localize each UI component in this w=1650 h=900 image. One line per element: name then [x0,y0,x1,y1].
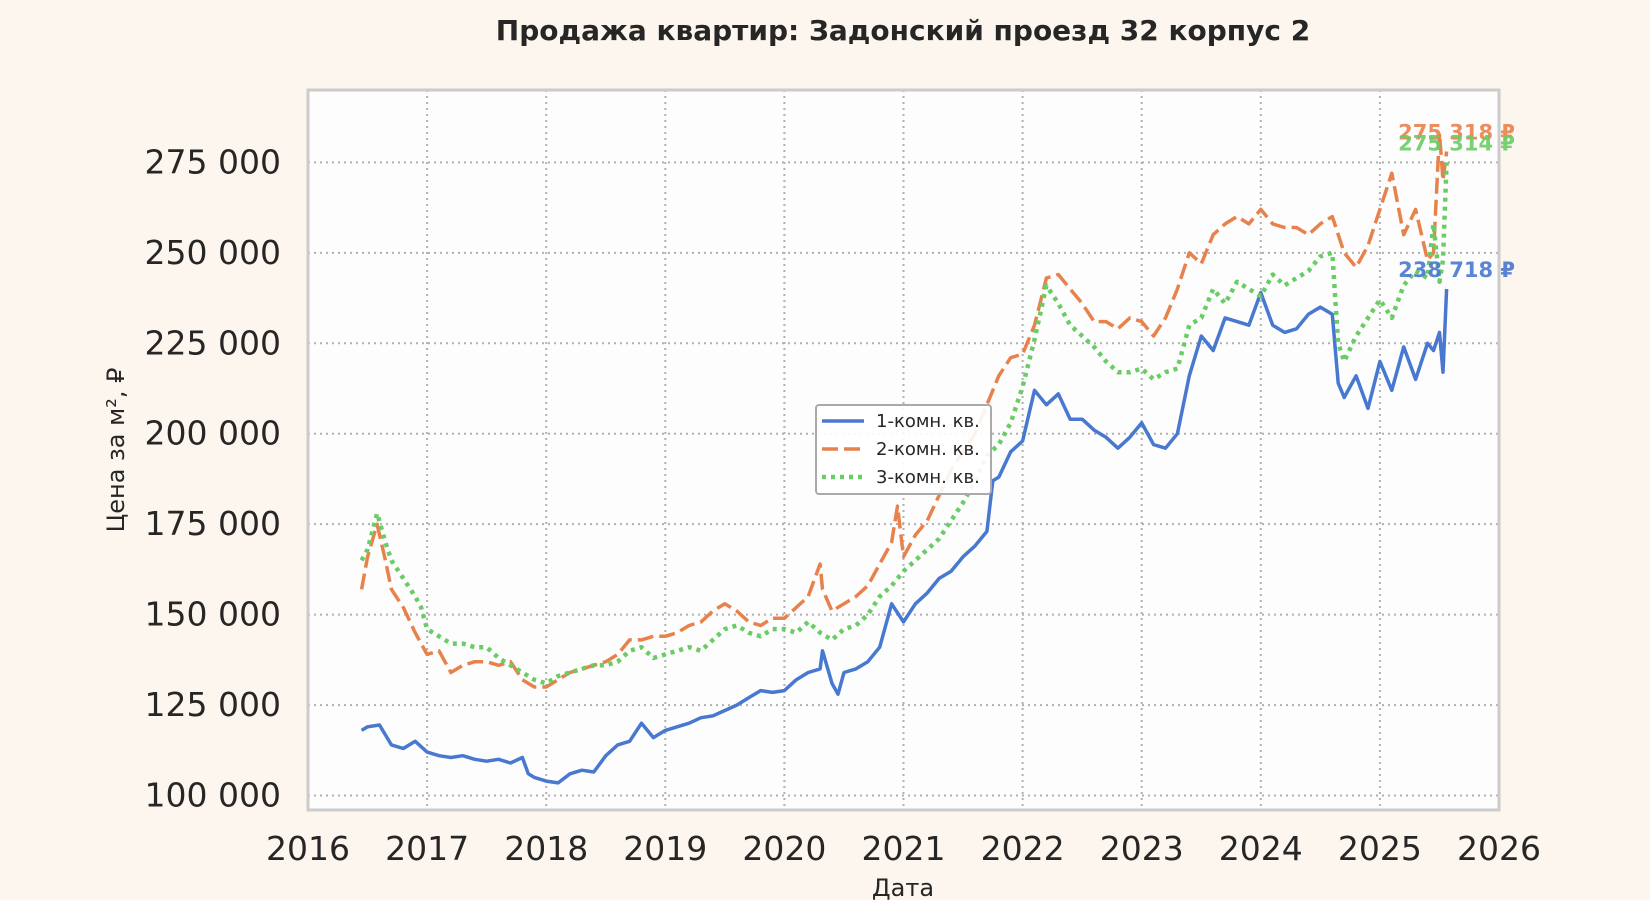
y-axis-ticks: 100 000 125 000 150 000 175 000 200 000 225 0… [145,142,281,814]
series-end-label: 275 314 ₽ [1398,131,1515,155]
series-line-3 [359,162,1449,686]
series-end-label: 275 318 ₽ [1398,121,1515,145]
x-tick-label: 2026 [1457,829,1541,868]
y-tick-label: 275 000 [145,142,281,181]
y-tick-label: 250 000 [145,233,281,272]
series-line-2 [359,131,1449,689]
y-tick-label: 200 000 [145,414,281,453]
plot-frame [306,88,1501,812]
legend: 1-комн. кв. 2-комн. кв. 3-комн. кв. [815,404,992,495]
legend-label: 1-комн. кв. [876,411,980,432]
legend-label: 2-комн. кв. [876,439,980,460]
chart-title: Продажа квартир: Задонский проезд 32 кор… [496,14,1310,47]
end-labels: 238 718 ₽ 275 318 ₽275 314 ₽ [1398,121,1515,282]
series-end-label: 238 718 ₽ [1398,258,1515,282]
x-axis-ticks: 2016 2017 2018 2019 2020 2021 2022 2023 2024 2025… [266,829,1541,868]
y-tick-label: 175 000 [145,504,281,543]
legend-items: 1-комн. кв. 2-комн. кв. 3-комн. кв. [822,411,980,488]
y-axis-label: Цена за м², ₽ [102,368,130,533]
x-tick-label: 2023 [1100,829,1184,868]
x-tick-label: 2020 [742,829,826,868]
y-tick-label: 150 000 [145,595,281,634]
x-tick-label: 2017 [385,829,469,868]
x-tick-label: 2018 [504,829,588,868]
y-tick-label: 125 000 [145,685,281,724]
x-tick-label: 2025 [1338,829,1422,868]
series-group [359,131,1449,785]
y-tick-label: 100 000 [145,776,281,815]
x-tick-label: 2016 [266,829,350,868]
series-line-1 [360,288,1449,785]
y-tick-label: 225 000 [145,323,281,362]
x-axis-label: Дата [872,874,934,900]
legend-label: 3-комн. кв. [876,467,980,488]
x-tick-label: 2022 [981,829,1065,868]
x-tick-label: 2021 [862,829,946,868]
legend-box [815,404,992,495]
x-tick-label: 2024 [1219,829,1303,868]
x-tick-label: 2019 [623,829,707,868]
